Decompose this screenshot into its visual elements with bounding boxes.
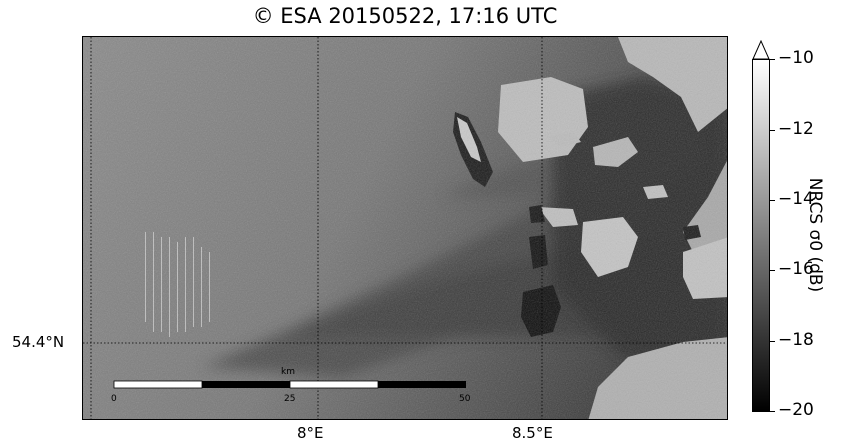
- lon-label-8e: 8°E: [297, 424, 324, 442]
- map-title: © ESA 20150522, 17:16 UTC: [252, 4, 558, 28]
- scale-bar-tick-50: 50: [459, 394, 471, 404]
- colorbar: [752, 59, 770, 412]
- lon-label-8-5e: 8.5°E: [512, 424, 553, 442]
- sar-image-canvas: [83, 37, 727, 419]
- lat-label: 54.4°N: [12, 333, 65, 351]
- scale-bar-tick-0: 0: [111, 394, 117, 404]
- colorbar-tick-label: −20: [778, 400, 814, 420]
- scale-bar: [113, 380, 466, 389]
- colorbar-title: NRCS σ0 (dB): [805, 177, 825, 293]
- sar-image: km 0 25 50: [82, 36, 728, 420]
- colorbar-title-wrap: NRCS σ0 (dB): [795, 120, 835, 350]
- colorbar-tick-label: −10: [778, 48, 814, 68]
- colorbar-tick-label: −12: [778, 119, 814, 139]
- colorbar-tick-label: −14: [778, 189, 814, 209]
- scale-bar-unit: km: [281, 367, 295, 377]
- colorbar-tick-label: −18: [778, 330, 814, 350]
- colorbar-tick-label: −16: [778, 259, 814, 279]
- scale-bar-tick-25: 25: [284, 394, 296, 404]
- colorbar-extend-arrow: [752, 40, 770, 60]
